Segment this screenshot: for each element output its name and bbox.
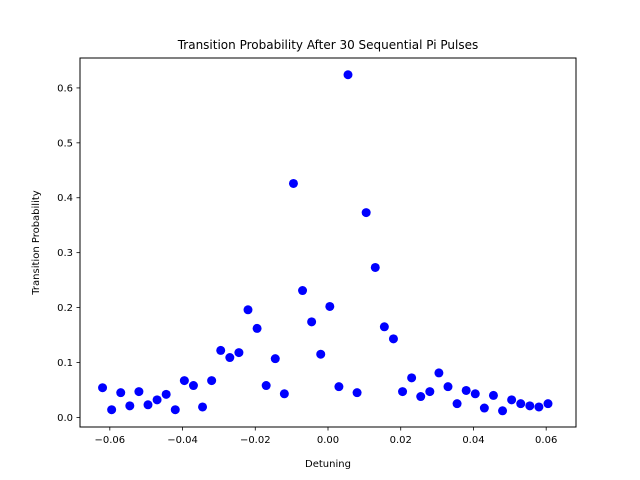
data-point [279, 389, 289, 399]
x-tick-label: −0.06 [94, 435, 125, 446]
data-point [498, 406, 508, 416]
data-point [461, 385, 471, 395]
y-axis-label: Transition Probability [31, 190, 42, 295]
data-point [488, 390, 498, 400]
data-point [134, 387, 144, 397]
data-point [161, 389, 171, 399]
data-point [216, 345, 226, 355]
data-point [398, 387, 408, 397]
data-point [170, 405, 180, 415]
data-point [316, 349, 326, 359]
y-tick-label: 0.3 [57, 248, 73, 259]
data-point [507, 395, 517, 405]
data-point [379, 322, 389, 332]
data-point [543, 399, 553, 409]
data-point [525, 401, 535, 411]
x-tick-label: 0.00 [317, 435, 339, 446]
x-axis: −0.06 −0.04 −0.02 0.00 0.02 0.04 0.06 [94, 427, 557, 446]
data-point [516, 399, 526, 409]
data-point [152, 395, 162, 405]
data-point [352, 388, 362, 398]
data-point [270, 354, 280, 364]
y-tick-label: 0.5 [57, 138, 73, 149]
data-points [98, 70, 553, 416]
data-point [361, 208, 371, 218]
data-point [98, 383, 108, 393]
data-point [407, 373, 417, 383]
data-point [188, 381, 198, 391]
y-axis: 0.0 0.1 0.2 0.3 0.4 0.5 0.6 [57, 83, 80, 424]
data-point [198, 402, 208, 412]
data-point [534, 402, 544, 412]
data-point [425, 387, 435, 397]
y-tick-label: 0.2 [57, 303, 73, 314]
x-tick-label: 0.02 [390, 435, 412, 446]
y-tick-label: 0.0 [57, 413, 73, 424]
data-point [116, 388, 126, 398]
data-point [207, 376, 217, 386]
data-point [452, 399, 462, 409]
data-point [261, 381, 271, 391]
y-tick-label: 0.6 [57, 83, 73, 94]
data-point [479, 403, 489, 413]
y-tick-label: 0.1 [57, 358, 73, 369]
data-point [288, 178, 298, 188]
chart-title: Transition Probability After 30 Sequenti… [177, 38, 479, 52]
data-point [334, 382, 344, 392]
data-point [443, 382, 453, 392]
x-tick-label: 0.06 [535, 435, 557, 446]
data-point [325, 301, 335, 311]
x-tick-label: −0.04 [167, 435, 198, 446]
y-tick-label: 0.4 [57, 193, 73, 204]
x-tick-label: −0.02 [240, 435, 271, 446]
data-point [470, 389, 480, 399]
data-point [416, 392, 426, 402]
data-point [298, 286, 308, 296]
data-point [143, 400, 153, 410]
x-tick-label: 0.04 [462, 435, 484, 446]
data-point [225, 353, 235, 363]
data-point [107, 405, 117, 415]
data-point [234, 348, 244, 358]
data-point [252, 323, 262, 333]
data-point [388, 334, 398, 344]
x-axis-label: Detuning [305, 459, 351, 470]
data-point [370, 262, 380, 272]
data-point [243, 305, 253, 315]
data-point [307, 317, 317, 327]
data-point [179, 376, 189, 386]
plot-frame [79, 57, 577, 428]
data-point [434, 368, 444, 378]
data-point [343, 70, 353, 80]
data-point [125, 401, 135, 411]
